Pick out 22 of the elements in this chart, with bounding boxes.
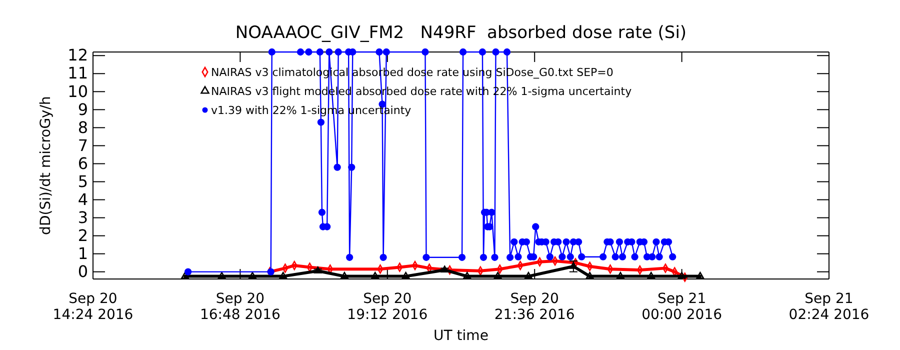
- y-tick-label: 4: [78, 190, 88, 209]
- x-tick-label: Sep 20 14:24 2016: [52, 291, 134, 323]
- y-tick-label: 0: [78, 262, 88, 281]
- x-tick-label: Sep 20 21:36 2016: [494, 291, 575, 323]
- chart-title: NOAAAOC_GIV_FM2 N49RF absorbed dose rate (Si): [235, 23, 687, 43]
- y-tick-label: 1: [78, 244, 88, 263]
- x-tick-label: Sep 21 00:00 2016: [642, 291, 722, 323]
- y-tick-label: 7: [78, 136, 88, 155]
- y-tick-label: 11: [68, 64, 88, 83]
- y-tick-label: 12: [68, 46, 88, 65]
- y-tick-label: 3: [78, 208, 88, 227]
- y-tick-label: 8: [78, 118, 88, 137]
- y-tick-label: 6: [78, 154, 88, 173]
- x-tick-label: Sep 20 16:48 2016: [200, 291, 280, 323]
- x-axis-title: UT time: [434, 328, 488, 344]
- x-tick-label: Sep 21 02:24 2016: [788, 291, 870, 323]
- x-tick-label: Sep 20 19:12 2016: [347, 291, 428, 323]
- y-tick-label: 5: [78, 172, 88, 191]
- y-tick-label: 10: [68, 82, 88, 101]
- y-tick-label: 2: [78, 226, 88, 245]
- y-tick-label: 9: [78, 100, 88, 119]
- y-axis-title: dD(Si)/dt microGy/h: [38, 96, 54, 235]
